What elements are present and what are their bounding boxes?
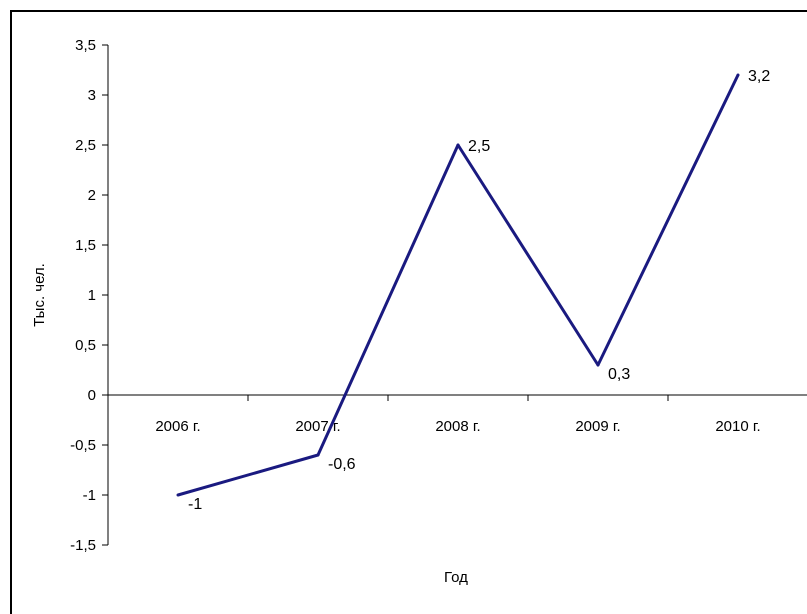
y-tick-label: 0	[88, 387, 96, 404]
y-axis: 3,5 3 2,5 2 1,5 1 0,5 0 -0,5 -1 -1,5	[70, 37, 109, 554]
data-label: 3,2	[748, 68, 770, 85]
y-tick-label: 3	[88, 87, 96, 104]
y-tick-label: -0,5	[70, 437, 96, 454]
y-tick-label: 1	[88, 287, 96, 304]
data-point	[736, 73, 740, 77]
x-tick-label: 2009 г.	[575, 418, 620, 435]
y-tick-label: -1,5	[70, 537, 96, 554]
data-point	[456, 143, 460, 147]
y-tick-label: 2,5	[75, 137, 96, 154]
x-axis: 2006 г. 2007 г. 2008 г. 2009 г. 2010 г.	[107, 394, 807, 435]
data-point	[316, 453, 320, 457]
y-tick-label: 3,5	[75, 37, 96, 54]
y-tick-label: -1	[83, 487, 96, 504]
y-tick-label: 1,5	[75, 237, 96, 254]
y-tick-label: 2	[88, 187, 96, 204]
x-tick-label: 2010 г.	[715, 418, 760, 435]
series	[176, 73, 740, 497]
y-axis-title: Тыс. чел.	[31, 263, 48, 327]
data-point	[176, 493, 180, 497]
data-point	[596, 363, 600, 367]
x-tick-label: 2006 г.	[155, 418, 200, 435]
data-labels: -1 -0,6 2,5 0,3 3,2	[188, 68, 770, 513]
data-label: -0,6	[328, 456, 356, 473]
x-axis-title: Год	[444, 569, 468, 586]
x-tick-label: 2008 г.	[435, 418, 480, 435]
data-label: 0,3	[608, 366, 630, 383]
chart-frame	[10, 10, 807, 614]
y-tick-label: 0,5	[75, 337, 96, 354]
data-label: -1	[188, 496, 202, 513]
data-label: 2,5	[468, 138, 490, 155]
